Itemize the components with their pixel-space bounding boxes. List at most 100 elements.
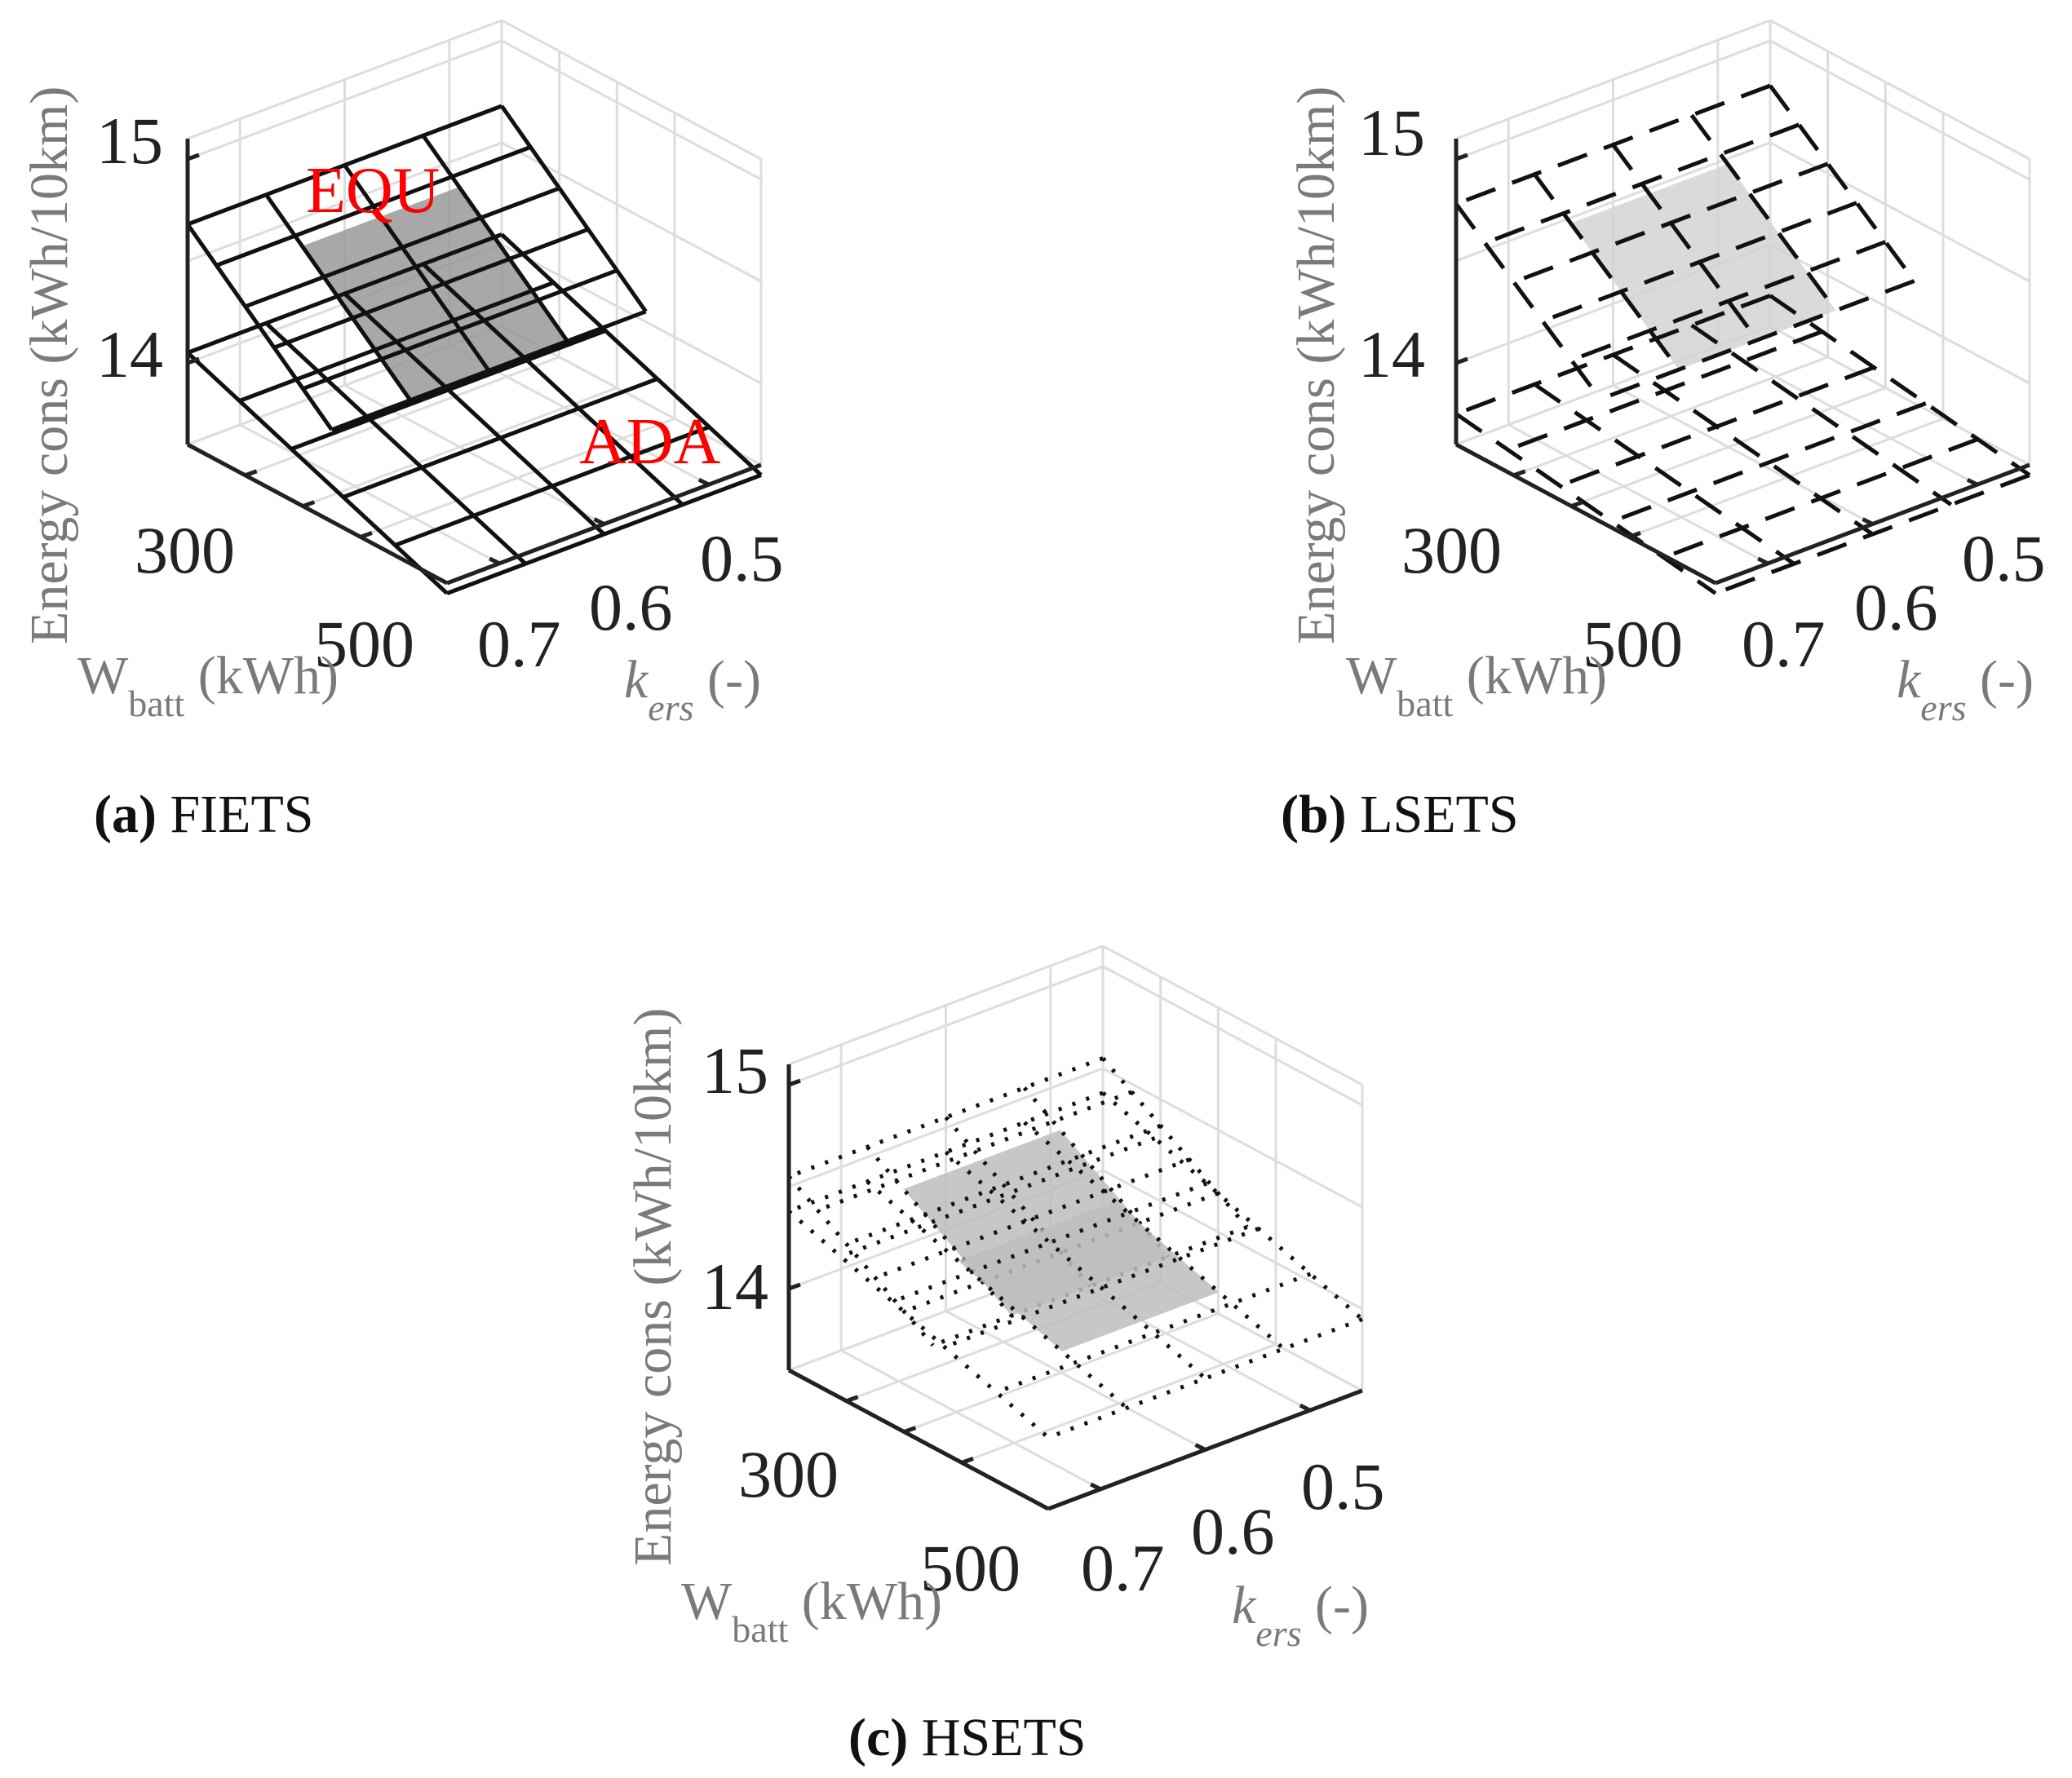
panel-c-axes <box>786 1064 1363 1511</box>
surface-line-k <box>1612 352 1874 537</box>
surface-ADA <box>186 232 763 595</box>
k-tick-mark <box>489 556 501 566</box>
panel-c-ktick-07: 0.7 <box>1081 1531 1165 1605</box>
panel-b-lsets: 15 14 300 500 0.5 0.6 0.7 Energy cons (k… <box>1281 19 2046 844</box>
surface-line-w <box>1047 1317 1363 1440</box>
w-axis <box>186 442 449 586</box>
surface-line-w <box>817 1090 1133 1213</box>
surface-line-w <box>1507 330 1823 452</box>
panel-c-xlabel: Wbatt (kWh) <box>681 1572 942 1650</box>
panel-a-wtick-300: 300 <box>135 513 235 587</box>
panel-a-annotation-ada: ADA <box>579 406 721 478</box>
w-tick-mark <box>244 469 258 478</box>
panel-a-ktick-07: 0.7 <box>477 607 561 681</box>
panel-b-caption: (b) LSETS <box>1281 785 1519 844</box>
k-tick-mark <box>1966 477 1978 487</box>
surface-line-w <box>187 104 503 227</box>
grid-line <box>1769 325 2030 467</box>
grid-line <box>1717 344 1978 486</box>
surface-line-w <box>1484 122 1800 245</box>
panel-a-ztick-15: 15 <box>96 104 163 178</box>
grid-line <box>788 1067 1104 1188</box>
grid-line <box>1612 384 1874 525</box>
surface-line-w <box>394 425 711 547</box>
surface-line-w <box>342 377 658 499</box>
surface-line-w <box>215 145 532 268</box>
panel-a-ktick-06: 0.6 <box>589 570 673 644</box>
surface-line-w <box>1599 279 1915 401</box>
w-tick-mark <box>1512 469 1526 478</box>
surface-line-w <box>1662 437 1979 559</box>
panel-a-wtick-500: 500 <box>314 607 414 681</box>
grid-line <box>1102 944 1363 1086</box>
grid-line <box>187 141 503 263</box>
surface-line-w <box>892 1181 1208 1304</box>
w-tick-mark <box>360 530 373 539</box>
surface-line-w <box>238 281 555 403</box>
surface-line-k <box>1768 84 1916 282</box>
surface-lower <box>787 1090 1364 1440</box>
surface-line-w <box>845 1123 1162 1246</box>
surface-line-k <box>1454 412 1717 595</box>
grid-line <box>302 387 618 507</box>
surface-line-w <box>1570 240 1887 362</box>
grid-line <box>187 39 503 161</box>
grid-line <box>788 944 1104 1066</box>
grid-line <box>903 1312 1219 1433</box>
grid-line <box>360 417 675 538</box>
panel-a-ylabel: kers (-) <box>624 650 761 728</box>
grid-line <box>1455 19 1771 140</box>
panel-b-ktick-05: 0.5 <box>1962 521 2046 595</box>
grid-line <box>1455 141 1771 263</box>
grid-line <box>1508 423 1769 565</box>
panel-a-annotation-equ: EQU <box>306 155 440 227</box>
grid-line <box>1513 356 1829 477</box>
panel-a-surfaces <box>185 104 763 595</box>
surface-line-w <box>903 1191 1220 1314</box>
k-tick-mark <box>1862 517 1874 526</box>
grid-line <box>1628 417 1944 538</box>
panel-c-hsets: 15 14 300 500 0.5 0.6 0.7 Energy cons (k… <box>623 944 1385 1767</box>
w-tick-mark <box>961 1456 974 1465</box>
grid-line <box>1769 141 2030 283</box>
surface-line-w <box>244 186 560 309</box>
panel-b-axes <box>1454 139 2030 586</box>
panel-b-xlabel: Wbatt (kWh) <box>1346 646 1607 724</box>
grid-line <box>1102 1169 1363 1311</box>
surface-line-k <box>343 292 606 536</box>
panel-c-wtick-500: 500 <box>920 1531 1021 1605</box>
grid-line <box>1769 39 2030 181</box>
panel-a-axes <box>185 139 762 586</box>
panel-c-ylabel: kers (-) <box>1232 1576 1369 1654</box>
panel-b-ktick-06: 0.6 <box>1854 570 1938 644</box>
w-tick-mark <box>845 1395 859 1404</box>
w-tick-mark <box>302 500 316 508</box>
grid-line <box>1455 39 1771 161</box>
surface-line-w <box>1542 201 1857 324</box>
surface-line-w <box>290 329 607 451</box>
panel-b-wtick-300: 300 <box>1401 513 1502 587</box>
panel-c-caption: (c) HSETS <box>848 1708 1086 1767</box>
surface-line-k <box>1690 323 1953 506</box>
grid-line <box>501 19 762 161</box>
surface-lower-shade <box>958 1201 1220 1351</box>
k-tick-mark <box>1194 1443 1206 1452</box>
panel-a-ztick-14: 14 <box>96 317 163 391</box>
surface-line-w <box>943 1227 1260 1349</box>
grid-line <box>788 965 1104 1086</box>
grid-line <box>239 423 500 565</box>
w-tick-mark <box>1570 500 1584 508</box>
w-axis <box>787 1368 1050 1511</box>
panel-c-zlabel: Energy cons (kWh/10km) <box>623 1008 683 1566</box>
grid-line <box>945 1310 1206 1451</box>
panel-a-zlabel: Energy cons (kWh/10km) <box>20 86 79 644</box>
surface-line-k <box>1769 294 2031 477</box>
surface-line-w <box>788 1056 1104 1179</box>
z-tick-mark <box>788 1282 801 1291</box>
grid-line <box>501 39 762 181</box>
grid-line <box>1769 19 2030 161</box>
panel-c-ktick-05: 0.5 <box>1301 1449 1385 1524</box>
panel-c-ztick-14: 14 <box>702 1249 768 1324</box>
surface-line-w <box>1455 83 1771 206</box>
